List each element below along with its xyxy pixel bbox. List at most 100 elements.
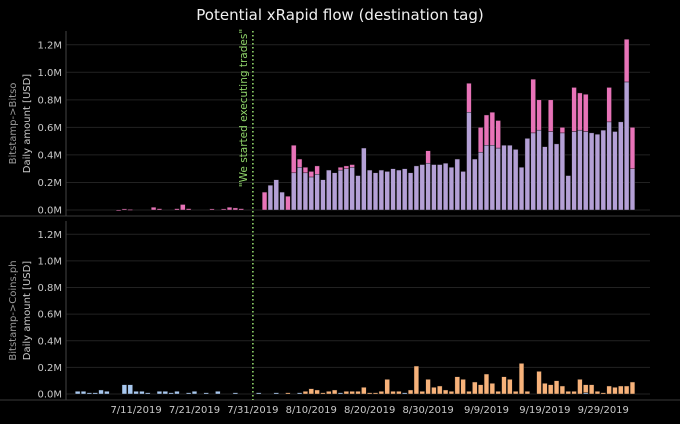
bar-segment (127, 384, 133, 395)
bar-segment (594, 134, 601, 211)
bar-segment (489, 112, 495, 146)
bar-segment (367, 169, 373, 211)
bar-segment (589, 132, 595, 211)
x-tick-label: 8/10/2019 (286, 405, 337, 416)
bar-segment (571, 391, 577, 395)
bar-segment (629, 381, 636, 395)
bar-segment (186, 208, 192, 211)
bar-segment (466, 83, 472, 113)
y-tick-label: 0.6M (37, 123, 62, 134)
x-tick-label: 9/29/2019 (578, 405, 629, 416)
bar-segment (174, 391, 180, 395)
bar-segment (314, 173, 320, 211)
bar-segment (407, 389, 414, 395)
y-tick-label: 0.8M (37, 283, 62, 294)
annotation-text: "We started executing trades" (238, 29, 250, 187)
bar-segment (384, 379, 390, 395)
bar-segment (629, 127, 636, 169)
bar-segment (466, 391, 472, 395)
x-tick-label: 7/21/2019 (169, 405, 220, 416)
bar-segment (156, 391, 163, 395)
bar-segment (402, 392, 408, 395)
bar-segment (396, 169, 402, 211)
bar-segment (326, 169, 332, 211)
bar-segment (606, 87, 612, 123)
bar-segment (320, 179, 326, 211)
y-tick-label: 0.0M (37, 390, 62, 401)
bar-segment (367, 392, 373, 395)
bar-segment (361, 387, 367, 395)
bar-segment (443, 162, 449, 211)
bar-segment (483, 114, 490, 146)
bar-segment (127, 209, 133, 211)
bar-segment (448, 391, 455, 395)
bar-segment (162, 391, 168, 395)
bar-segment (618, 121, 624, 211)
y-tick-label: 0.8M (37, 95, 62, 106)
bar-segment (80, 391, 87, 395)
bar-segment (326, 391, 332, 395)
bar-segment (86, 392, 92, 395)
bar-segment (221, 208, 227, 211)
y-axis-label: Daily amount [USD] (22, 261, 33, 361)
bar-segment (559, 385, 565, 395)
bar-segment (536, 99, 542, 131)
bar-segment (542, 383, 548, 395)
bar-segment (378, 169, 384, 211)
y-tick-label: 1.2M (37, 40, 62, 51)
bar-segment (548, 131, 554, 211)
bar-segment (466, 112, 472, 211)
bar-segment (232, 207, 238, 211)
bars (75, 39, 636, 395)
bar-segment (629, 168, 636, 211)
bar-segment (343, 168, 349, 211)
bar-segment (337, 392, 344, 395)
bar-segment (536, 129, 542, 211)
bar-segment (542, 146, 548, 211)
bar-segment (174, 208, 180, 211)
bar-segment (349, 167, 355, 211)
bar-segment (314, 389, 320, 395)
y-tick-label: 0.2M (37, 178, 62, 189)
bar-segment (361, 147, 367, 211)
bar-segment (343, 391, 349, 395)
bar-segment (518, 363, 525, 395)
y-tick-label: 1.0M (37, 256, 62, 267)
bar-segment (624, 385, 630, 395)
y-tick-label: 0.0M (37, 206, 62, 217)
bar-segment (513, 391, 519, 395)
bar-segment (285, 392, 291, 395)
bar-segment (507, 145, 513, 211)
bar-segment (454, 158, 460, 211)
bar-segment (139, 391, 145, 395)
panel-row-label: Bitstamp->Bitso (8, 83, 19, 165)
bar-segment (145, 392, 151, 395)
x-tick-label: 7/31/2019 (227, 405, 278, 416)
bar-segment (291, 145, 297, 174)
bar-segment (308, 171, 314, 178)
bar-segment (121, 384, 127, 395)
bar-segment (413, 365, 419, 395)
y-tick-label: 0.6M (37, 310, 62, 321)
y-tick-label: 0.4M (37, 336, 62, 347)
labels: Bitstamp->Bitso Daily amount [USD]Bitstam… (8, 29, 254, 400)
bar-segment (291, 172, 297, 211)
bar-segment (460, 171, 466, 211)
bar-segment (256, 392, 262, 395)
bar-segment (553, 380, 560, 395)
bar-segment (425, 150, 431, 164)
bar-segment (302, 172, 309, 211)
bar-segment (261, 191, 268, 211)
bar-segment (407, 172, 414, 211)
bar-segment (273, 179, 279, 211)
axes: 0.0M 0.2M 0.4M 0.6M 0.8M 1.0M 1.2M 0.0M 0.2M 0.4M… (0, 31, 680, 416)
bar-segment (151, 207, 157, 211)
bar-segment (396, 391, 402, 395)
bar-segment (559, 132, 565, 211)
bar-segment (612, 131, 618, 211)
bar-segment (98, 389, 104, 395)
bar-segment (524, 391, 530, 395)
bar-segment (355, 175, 361, 211)
bar-segment (104, 391, 110, 395)
bar-segment (448, 167, 455, 211)
